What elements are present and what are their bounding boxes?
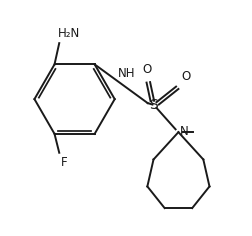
Text: N: N — [179, 125, 187, 138]
Text: S: S — [149, 98, 158, 112]
Text: O: O — [181, 70, 190, 83]
Text: O: O — [141, 63, 151, 76]
Text: H₂N: H₂N — [58, 27, 80, 40]
Text: F: F — [60, 156, 67, 169]
Text: NH: NH — [117, 67, 135, 80]
